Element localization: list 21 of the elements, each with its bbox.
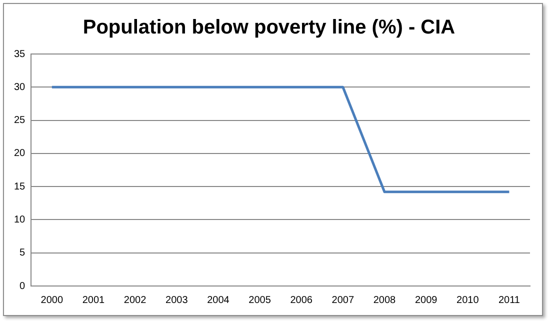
x-tick-label: 2004 bbox=[207, 294, 230, 306]
y-tick-label: 0 bbox=[20, 280, 26, 292]
x-tick-label: 2006 bbox=[290, 294, 313, 306]
x-tick-label: 2011 bbox=[498, 294, 520, 306]
y-tick-label: 25 bbox=[14, 115, 26, 126]
x-tick-label: 2003 bbox=[166, 294, 188, 306]
y-tick-label: 10 bbox=[14, 214, 26, 226]
y-tick-label: 30 bbox=[14, 82, 26, 93]
x-tick-label: 2001 bbox=[82, 294, 106, 306]
y-tick-label: 15 bbox=[14, 181, 26, 192]
chart-title: Population below poverty line (%) - CIA bbox=[82, 16, 456, 39]
y-tick-label: 35 bbox=[14, 48, 26, 60]
x-tick-label: 2002 bbox=[124, 294, 147, 306]
x-tick-label: 2008 bbox=[373, 294, 396, 306]
x-tick-label: 2009 bbox=[414, 294, 438, 306]
x-tick-label: 2005 bbox=[248, 294, 272, 306]
x-tick-label: 2000 bbox=[40, 294, 64, 306]
x-tick-label: 2007 bbox=[332, 294, 354, 306]
y-tick-label: 20 bbox=[14, 148, 26, 160]
x-tick-label: 2010 bbox=[456, 294, 480, 306]
y-tick-label: 5 bbox=[20, 248, 26, 259]
